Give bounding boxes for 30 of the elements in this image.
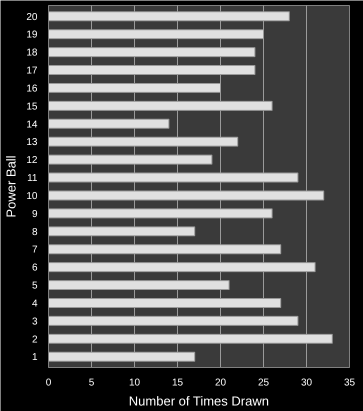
y-tick-label: 19	[26, 30, 38, 41]
y-tick-label: 14	[26, 119, 38, 130]
x-tick-label: 0	[46, 378, 52, 388]
y-tick-label: 2	[32, 334, 38, 346]
x-tick-label: 25	[258, 378, 270, 388]
x-tick-label: 5	[88, 378, 95, 388]
y-tick-label: 18	[26, 48, 38, 59]
y-tick-label: 15	[26, 101, 38, 112]
y-tick-label: 12	[26, 155, 38, 166]
y-tick-label: 5	[32, 280, 38, 292]
x-tick-label: 35	[344, 378, 356, 388]
y-tick-label: 7	[32, 244, 38, 256]
y-tick-label: 3	[32, 316, 38, 328]
y-tick-label: 17	[26, 66, 38, 77]
y-tick-label: 16	[26, 83, 38, 94]
y-tick-label: 11	[27, 173, 38, 184]
x-tick-label: 30	[300, 378, 312, 388]
x-axis-title: Number of Times Drawn	[128, 394, 269, 408]
y-tick-label: 4	[32, 298, 38, 310]
y-tick-label: 8	[32, 226, 38, 238]
y-tick-label: 20	[26, 12, 38, 23]
y-tick-label: 1	[32, 352, 38, 364]
x-tick-label: 20	[214, 378, 226, 388]
y-tick-label: 9	[32, 208, 38, 220]
x-tick-label: 15	[172, 378, 184, 388]
y-tick-label: 6	[32, 262, 38, 274]
y-tick-label: 10	[26, 190, 38, 202]
x-tick-label: 10	[128, 378, 140, 388]
y-tick-label: 13	[26, 137, 38, 148]
y-axis-title: Power Ball	[3, 155, 18, 218]
